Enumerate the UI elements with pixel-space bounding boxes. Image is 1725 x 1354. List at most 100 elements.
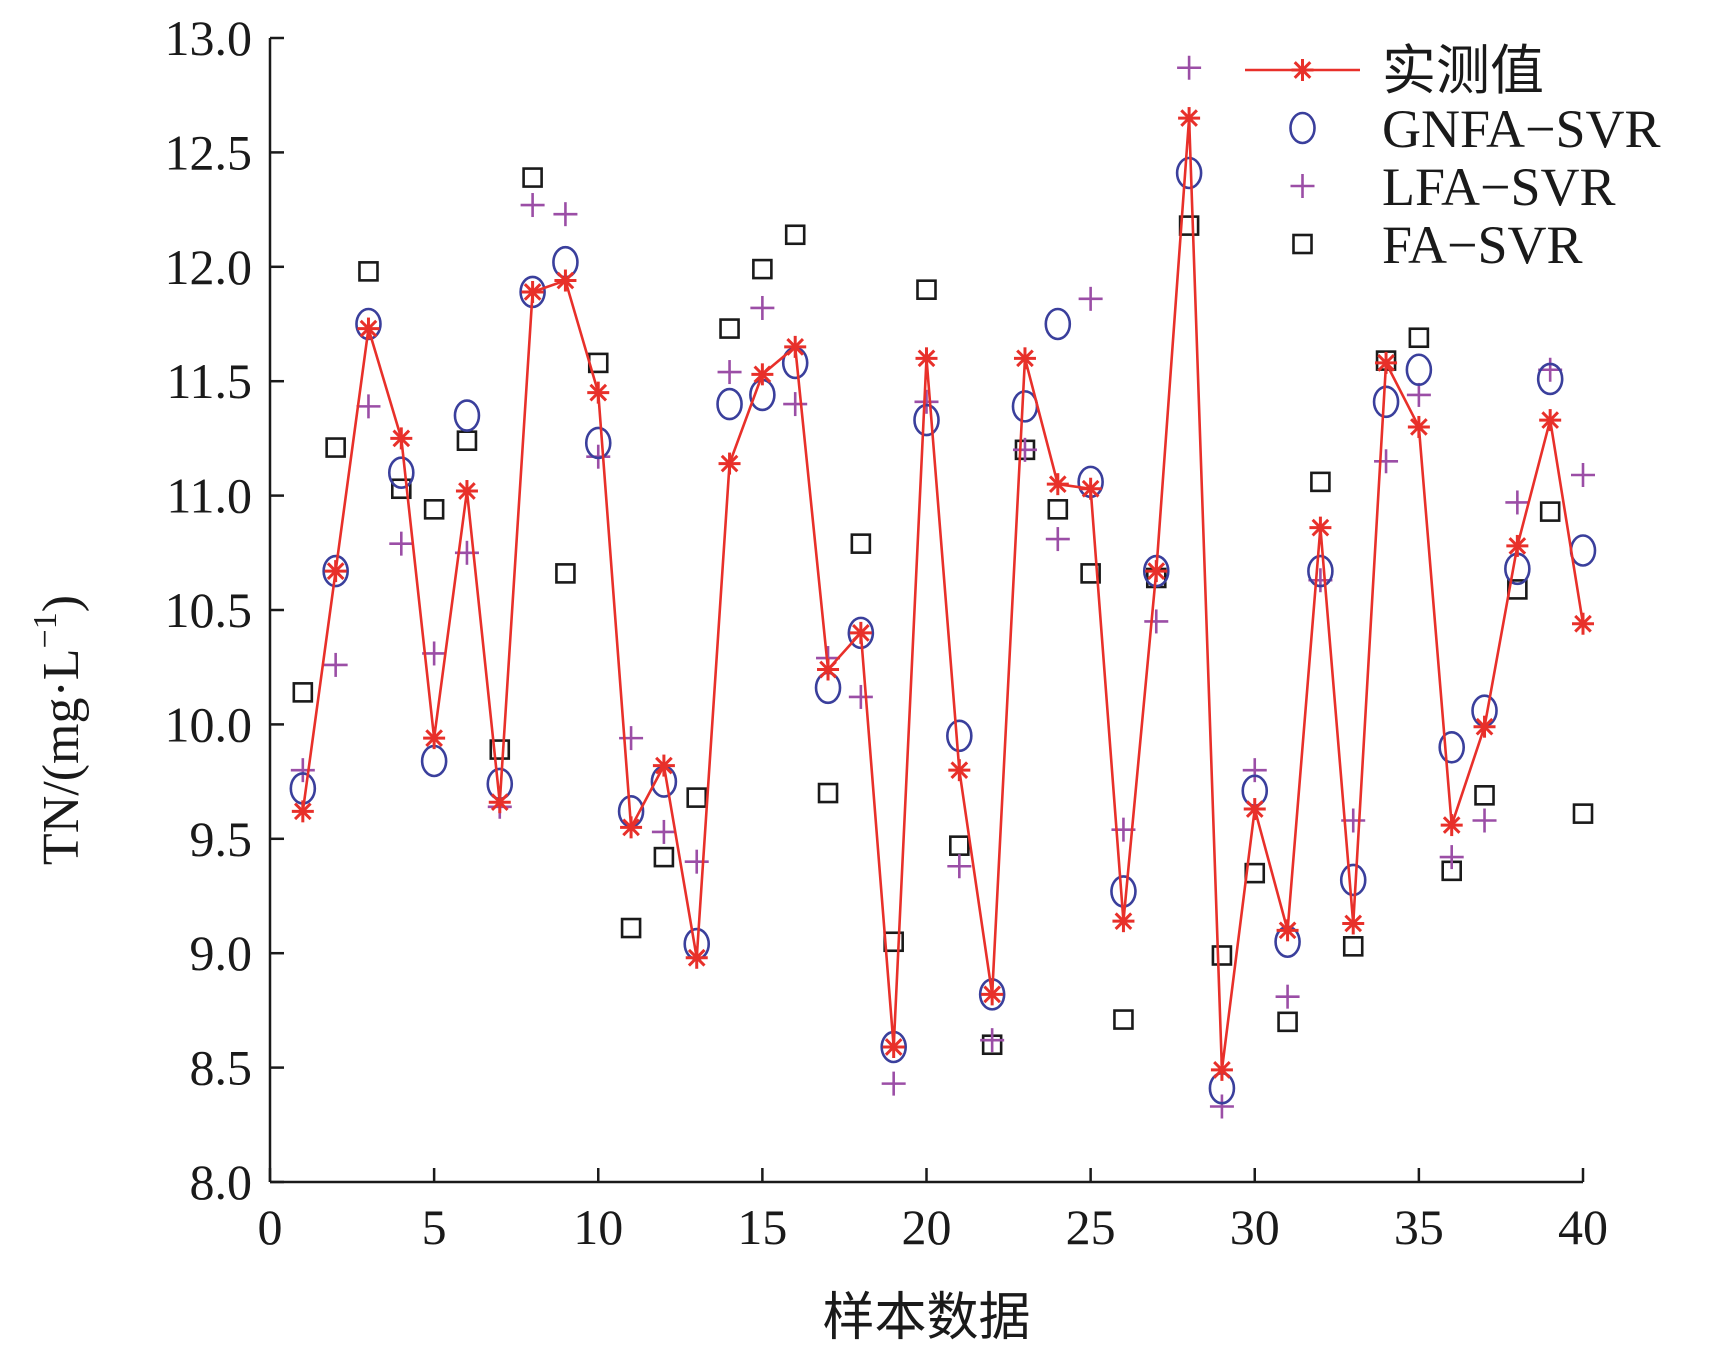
data-point	[651, 819, 676, 844]
square-shape	[653, 846, 675, 868]
data-point	[1243, 798, 1266, 821]
data-point	[1175, 156, 1203, 190]
data-point	[620, 816, 643, 839]
asterisk-stroke	[950, 761, 969, 779]
asterisk-stroke	[392, 429, 411, 448]
data-point	[750, 295, 775, 320]
circle-shape	[913, 403, 940, 437]
asterisk-stroke	[458, 482, 476, 500]
square-shape	[817, 782, 839, 804]
data-point	[389, 531, 414, 556]
data-point	[1505, 490, 1530, 515]
circle-shape	[1405, 353, 1433, 387]
asterisk-stroke	[490, 793, 509, 812]
y-axis-label: TN/(mg·L−1)	[27, 595, 90, 865]
asterisk-stroke	[753, 365, 772, 384]
legend-entry: FA−SVR	[1292, 215, 1583, 275]
data-point	[1536, 362, 1564, 396]
data-point	[850, 533, 872, 554]
data-point	[1506, 534, 1529, 557]
x-tick-label: 35	[1394, 1199, 1444, 1255]
data-point	[717, 360, 742, 385]
data-point	[1209, 1094, 1234, 1119]
data-point	[1571, 463, 1595, 488]
circle-shape	[1011, 390, 1039, 423]
data-point	[1407, 415, 1430, 438]
data-point	[1242, 758, 1267, 783]
data-point	[751, 363, 774, 386]
circle-shape	[1339, 863, 1367, 897]
data-point	[914, 389, 939, 414]
square-shape	[1408, 327, 1430, 349]
data-point	[1307, 554, 1334, 588]
data-point	[752, 258, 773, 280]
square-shape	[456, 430, 478, 451]
asterisk-stroke	[622, 818, 640, 837]
data-point	[322, 554, 349, 588]
asterisk-stroke	[1293, 61, 1312, 79]
legend-entry: LFA−SVR	[1290, 157, 1616, 217]
data-point	[1276, 919, 1299, 942]
data-point	[1080, 563, 1101, 584]
data-point	[915, 347, 938, 370]
square-shape	[719, 318, 740, 339]
x-tick-label: 15	[737, 1199, 787, 1255]
circle-shape	[387, 456, 415, 490]
asterisk-stroke	[1016, 349, 1034, 368]
data-point	[1474, 785, 1495, 806]
asterisk-stroke	[786, 338, 805, 356]
x-tick-label: 30	[1230, 1199, 1280, 1255]
asterisk-stroke	[655, 756, 673, 775]
asterisk-stroke	[1245, 800, 1264, 818]
y-tick-label: 13.0	[165, 10, 253, 66]
measured-line	[301, 117, 1585, 1071]
data-point	[1144, 609, 1169, 634]
legend-entry: 实测值	[1245, 41, 1544, 101]
plot-area	[289, 55, 1597, 1119]
data-point	[1405, 353, 1433, 387]
asterisk-stroke	[523, 283, 542, 301]
square-shape	[1310, 471, 1331, 493]
legend-label: 实测值	[1382, 41, 1544, 101]
asterisk-stroke	[1180, 109, 1198, 127]
square-shape	[423, 499, 445, 520]
legend-marker	[1292, 233, 1313, 255]
series-1	[289, 156, 1597, 1105]
legend-label: GNFA−SVR	[1382, 99, 1661, 159]
square-shape	[555, 563, 576, 584]
data-point	[784, 335, 807, 358]
y-tick-label: 10.0	[165, 696, 253, 752]
data-point	[555, 563, 576, 584]
data-point	[1047, 499, 1069, 520]
data-point	[587, 381, 610, 404]
data-point	[390, 427, 413, 450]
x-axis-label: 样本数据	[822, 1290, 1030, 1347]
y-tick-label: 12.0	[165, 239, 253, 295]
asterisk-stroke	[1114, 912, 1133, 931]
square-shape	[686, 787, 708, 808]
data-point	[357, 317, 380, 340]
data-point	[455, 480, 478, 503]
data-point	[1438, 730, 1465, 764]
data-point	[817, 658, 840, 681]
data-point	[291, 800, 314, 823]
data-point	[553, 202, 578, 227]
data-point	[1440, 814, 1463, 837]
data-point	[292, 682, 314, 703]
x-tick-label: 10	[573, 1199, 623, 1255]
asterisk-stroke	[425, 729, 443, 747]
circle-shape	[1569, 534, 1597, 567]
data-point	[522, 167, 543, 188]
data-point	[783, 392, 808, 417]
legend-marker	[1289, 111, 1316, 145]
square-shape	[916, 279, 937, 300]
asterisk-stroke	[1048, 475, 1067, 493]
square-shape	[1572, 803, 1594, 824]
asterisk-stroke	[687, 948, 706, 967]
data-point	[653, 846, 675, 868]
square-shape	[1474, 785, 1495, 806]
data-point	[1339, 863, 1367, 897]
data-point	[323, 652, 348, 677]
asterisk-stroke	[589, 383, 608, 402]
data-point	[358, 261, 379, 282]
